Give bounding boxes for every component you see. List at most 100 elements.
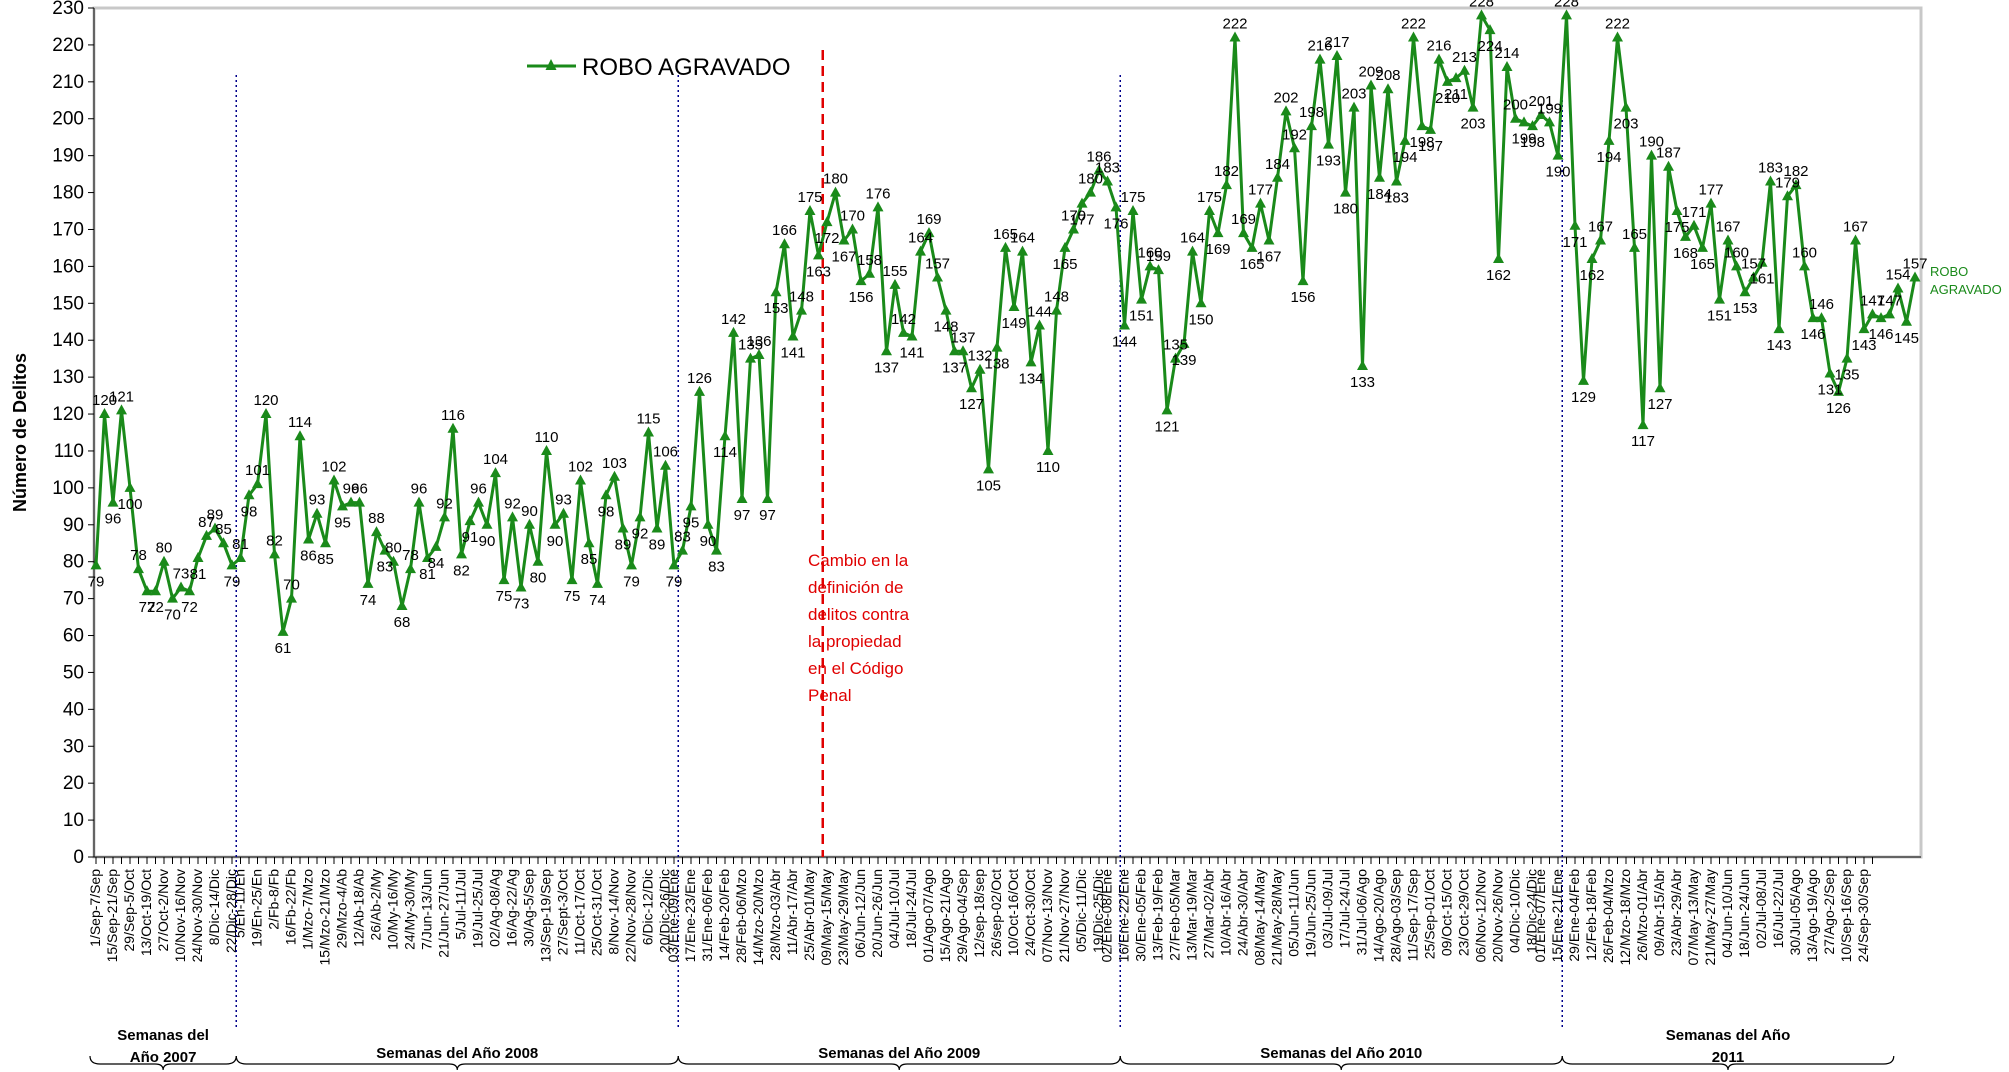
data-label: 147: [1877, 292, 1902, 309]
data-label: 81: [232, 536, 249, 553]
data-label: 169: [1205, 241, 1230, 258]
data-label: 146: [1809, 296, 1834, 313]
data-label: 203: [1613, 116, 1638, 133]
data-point: [1450, 72, 1462, 83]
data-point: [736, 492, 748, 503]
data-label: 180: [1333, 201, 1358, 218]
data-label: 166: [772, 222, 797, 239]
data-point: [1518, 116, 1530, 127]
data-point: [1110, 201, 1122, 212]
x-tick-label: 21/May-27/May: [1702, 869, 1718, 965]
data-point: [439, 511, 450, 522]
data-label: 213: [1452, 49, 1477, 66]
year-group-brace: [1119, 1055, 1563, 1071]
data-point: [787, 330, 799, 341]
data-label: 110: [1036, 459, 1060, 476]
data-label: 85: [581, 551, 598, 568]
data-point: [1425, 123, 1436, 134]
data-label: 157: [925, 255, 950, 272]
data-point: [838, 234, 850, 245]
x-tick-label: 15/Ago-21/Ago: [937, 869, 953, 963]
data-point: [133, 563, 144, 574]
data-label: 190: [1639, 134, 1664, 151]
data-label: 154: [1885, 267, 1910, 284]
data-point: [1901, 315, 1912, 326]
x-tick-label: 20/Jun-26/Jun: [869, 869, 885, 958]
x-tick-label: 03/Ene-09/Ene: [665, 869, 681, 963]
data-point: [1416, 120, 1428, 131]
data-label: 90: [521, 503, 538, 520]
data-label: 180: [823, 171, 848, 188]
x-tick-label: 07/Nov-13/Nov: [1039, 869, 1055, 962]
data-point: [362, 577, 374, 588]
data-point: [1442, 75, 1453, 86]
data-label: 159: [1146, 248, 1171, 265]
data-label: 86: [300, 548, 317, 565]
data-point: [1314, 53, 1326, 64]
data-label: 73: [513, 596, 530, 613]
x-tick-label: 09/Oct-15/Oct: [1439, 869, 1455, 956]
x-tick-label: 19/Jul-25/Jul: [470, 869, 486, 948]
x-tick-label: 07/May-13/May: [1685, 869, 1701, 965]
x-tick-label: 21/Jun-27/Jun: [436, 869, 452, 958]
data-point: [1671, 205, 1683, 216]
x-tick-label: 04/Jul-10/Jul: [886, 869, 902, 948]
data-point: [1646, 149, 1657, 160]
data-point: [1722, 234, 1734, 245]
data-point: [1042, 444, 1054, 455]
data-point: [1323, 138, 1334, 149]
data-point: [405, 563, 416, 574]
data-label: 141: [780, 345, 805, 362]
year-group-label: Año 2007: [130, 1049, 197, 1066]
data-point: [617, 522, 629, 533]
y-tick-label: 60: [63, 626, 84, 647]
x-tick-label: 31/Jul-06/Ago: [1354, 869, 1370, 956]
y-tick-label: 100: [52, 478, 84, 499]
data-label: 120: [92, 392, 117, 409]
data-point: [1552, 149, 1564, 160]
data-label: 79: [224, 573, 241, 590]
data-label: 92: [632, 525, 649, 542]
code-change-annotation: delitos contra: [808, 605, 910, 624]
data-point: [1841, 352, 1853, 363]
x-tick-label: 16/Fb-22/Fb: [283, 869, 299, 945]
data-point: [201, 529, 212, 540]
data-label: 129: [1571, 389, 1596, 406]
data-point: [813, 249, 824, 260]
data-label: 93: [555, 492, 572, 509]
data-point: [1578, 374, 1589, 385]
x-tick-label: 10/Oct-16/Oct: [1005, 869, 1021, 956]
x-tick-label: 24/Oct-30/Oct: [1022, 869, 1038, 956]
y-tick-label: 140: [52, 330, 84, 351]
data-point: [464, 515, 476, 526]
data-label: 167: [1256, 249, 1281, 266]
data-label: 73: [173, 566, 190, 583]
data-point: [1654, 382, 1666, 393]
data-point: [1246, 241, 1258, 252]
x-tick-label: 17/Ene-23/Ene: [682, 869, 698, 963]
x-tick-label: 10/Nov-16/Nov: [172, 869, 188, 962]
x-tick-label: 06/Nov-12/Nov: [1473, 869, 1489, 962]
year-group-label: Semanas del Año 2009: [818, 1045, 980, 1062]
x-tick-label: 30/Ag-5/Sep: [521, 869, 537, 947]
data-point: [991, 341, 1003, 352]
y-tick-label: 120: [52, 404, 84, 425]
data-point: [745, 352, 756, 363]
data-point: [1620, 101, 1632, 112]
data-point: [286, 592, 297, 603]
data-point: [1059, 241, 1071, 252]
data-point: [116, 404, 127, 415]
data-label: 96: [411, 481, 428, 498]
data-point: [1187, 245, 1198, 256]
data-point: [150, 585, 161, 596]
data-point: [1374, 171, 1385, 182]
data-point: [770, 286, 782, 297]
data-label: 121: [1154, 418, 1179, 435]
data-label: 70: [283, 577, 300, 594]
data-label: 136: [746, 333, 771, 350]
data-point: [1348, 101, 1360, 112]
data-label: 146: [1800, 326, 1825, 343]
data-label: 175: [1664, 219, 1689, 236]
x-tick-label: 30/Ene-05/Feb: [1133, 869, 1149, 962]
